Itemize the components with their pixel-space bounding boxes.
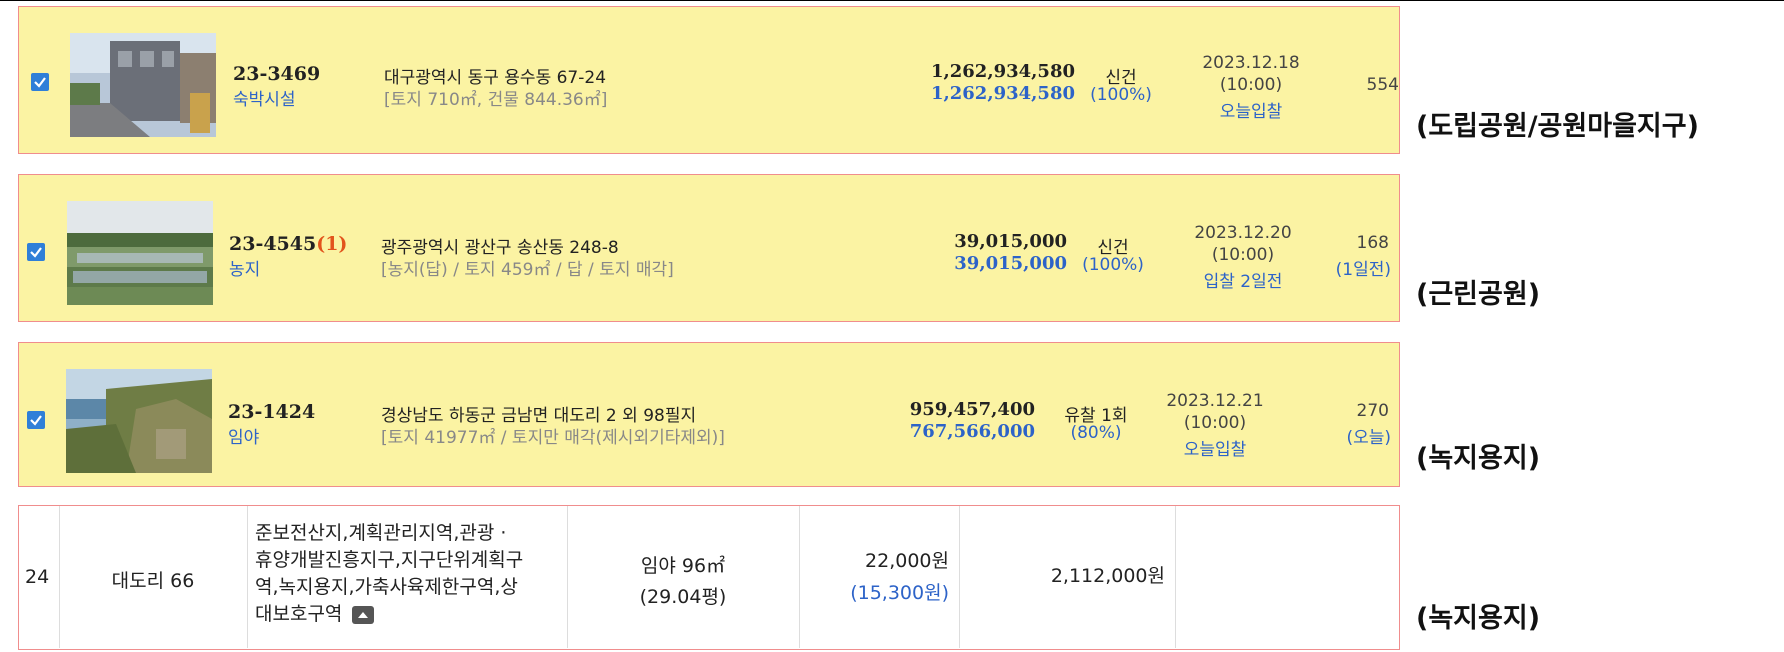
appraised-price: 1,262,934,580 <box>930 61 1075 82</box>
auction-status: 유찰 1회 <box>1064 406 1128 426</box>
lot-name: 대도리 66 <box>111 570 195 592</box>
bid-time: (10:00) <box>1183 413 1247 433</box>
view-count: 168 <box>1356 233 1389 253</box>
row-number: 24 <box>25 566 50 588</box>
price-percent: (100%) <box>1082 255 1144 275</box>
annotation-note-2: (근린공원) <box>1416 279 1541 310</box>
zoning-line-2: 휴양개발진흥지구,지구단위계획구 <box>255 549 524 571</box>
bid-label: 입찰 2일전 <box>1203 272 1283 292</box>
view-count: 270 <box>1356 401 1389 421</box>
property-photo[interactable] <box>70 33 216 137</box>
column-divider <box>959 506 960 648</box>
case-number[interactable]: 23-4545(1) <box>229 233 348 255</box>
checkbox-checked-icon[interactable] <box>31 73 49 91</box>
category: 농지 <box>229 260 261 280</box>
property-photo[interactable] <box>66 369 212 473</box>
appraised-price: 959,457,400 <box>909 399 1035 420</box>
case-number[interactable]: 23-1424 <box>228 401 316 423</box>
bid-date: 2023.12.18 <box>1202 53 1300 73</box>
address[interactable]: 경상남도 하동군 금남면 대도리 2 외 98필지 <box>381 406 697 426</box>
address[interactable]: 광주광역시 광산구 송산동 248-8 <box>381 238 619 258</box>
bid-label: 오늘입찰 <box>1183 440 1247 460</box>
area: 임야 96㎡ <box>640 555 726 577</box>
column-divider <box>567 506 568 648</box>
checkbox-checked-icon[interactable] <box>27 243 45 261</box>
bid-date: 2023.12.21 <box>1166 391 1264 411</box>
zoning-line-3: 역,녹지용지,가축사육제한구역,상 <box>255 576 518 598</box>
property-photo[interactable] <box>67 201 213 305</box>
bid-label: 오늘입찰 <box>1219 102 1283 122</box>
price-percent: (100%) <box>1090 85 1152 105</box>
listing-card-2[interactable]: 23-4545(1) 농지 광주광역시 광산구 송산동 248-8 [농지(답)… <box>18 174 1400 322</box>
zoning-line-1: 준보전산지,계획관리지역,관광 · <box>255 522 507 544</box>
price-percent: (80%) <box>1070 423 1122 443</box>
listing-card-1[interactable]: 23-3469 숙박시설 대구광역시 동구 용수동 67-24 [토지 710㎡… <box>18 6 1400 154</box>
auction-status: 신건 <box>1097 238 1129 258</box>
address-detail: [농지(답) / 토지 459㎡ / 답 / 토지 매각] <box>381 260 674 280</box>
checkbox-checked-icon[interactable] <box>27 411 45 429</box>
category: 임야 <box>228 428 260 448</box>
category: 숙박시설 <box>233 90 296 110</box>
zoning-line-4: 대보호구역 <box>255 599 375 626</box>
annotation-note-4: (녹지용지) <box>1416 603 1541 634</box>
address[interactable]: 대구광역시 동구 용수동 67-24 <box>384 68 607 88</box>
column-divider <box>1175 506 1176 648</box>
column-divider <box>247 506 248 648</box>
parcel-table-row: 24 대도리 66 준보전산지,계획관리지역,관광 · 휴양개발진흥지구,지구단… <box>18 505 1400 650</box>
bid-date: 2023.12.20 <box>1194 223 1292 243</box>
column-divider <box>799 506 800 648</box>
top-border <box>0 0 1784 1</box>
view-count-sub: (1일전) <box>1335 260 1391 280</box>
bid-time: (10:00) <box>1219 75 1283 95</box>
minimum-price: 767,566,000 <box>909 421 1035 442</box>
case-number[interactable]: 23-3469 <box>233 63 321 85</box>
minimum-price: 39,015,000 <box>954 253 1067 274</box>
auction-status: 신건 <box>1105 68 1137 88</box>
annotation-note-1: (도립공원/공원마을지구) <box>1416 111 1699 142</box>
address-detail: [토지 41977㎡ / 토지만 매각(제시외기타제외)] <box>381 428 725 448</box>
column-divider <box>59 506 60 648</box>
area-pyeong: (29.04평) <box>639 586 727 608</box>
expand-toggle-icon[interactable] <box>352 605 375 624</box>
address-detail: [토지 710㎡, 건물 844.36㎡] <box>384 90 608 110</box>
unit-price-sub: (15,300원) <box>850 582 949 604</box>
appraised-price: 39,015,000 <box>954 231 1067 252</box>
annotation-note-3: (녹지용지) <box>1416 443 1541 474</box>
case-count: (1) <box>316 233 348 255</box>
view-count-sub: (오늘) <box>1346 428 1391 448</box>
bid-time: (10:00) <box>1211 245 1275 265</box>
zoning-line-4-text: 대보호구역 <box>255 603 343 625</box>
unit-price: 22,000원 <box>865 550 949 572</box>
minimum-price: 1,262,934,580 <box>930 83 1075 104</box>
view-count: 554 <box>1366 75 1399 95</box>
total-price: 2,112,000원 <box>1050 565 1165 587</box>
listing-card-3[interactable]: 23-1424 임야 경상남도 하동군 금남면 대도리 2 외 98필지 [토지… <box>18 342 1400 487</box>
